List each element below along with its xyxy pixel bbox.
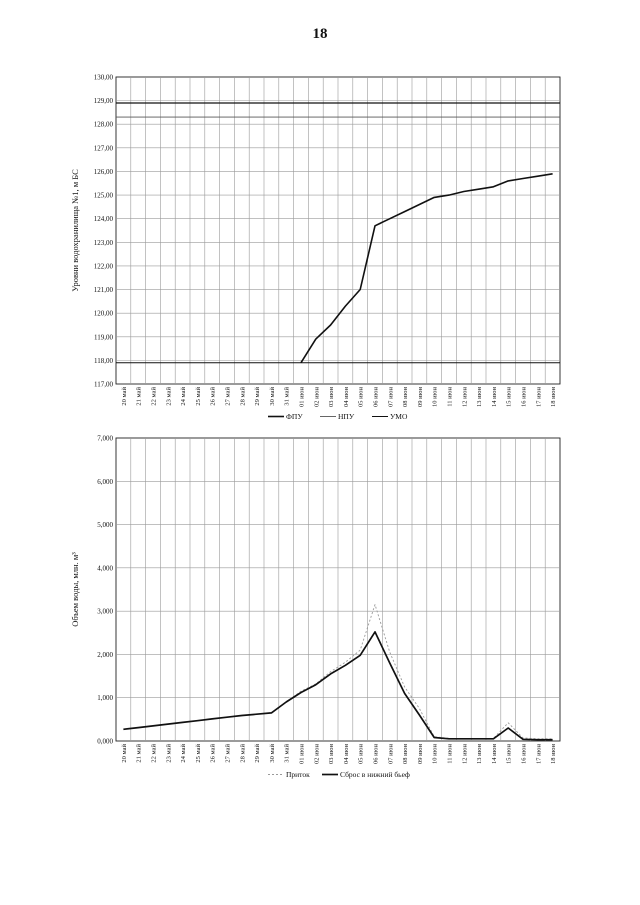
water-level-chart: 130,00 129,00 128,00 127,00 126,00 125,00 124,… [70, 74, 561, 421]
y-tick-label: 120,00 [94, 310, 114, 318]
x-tick-label: 29 май [254, 743, 261, 762]
x-tick-label: 03 июн [328, 743, 335, 763]
x-tick-label: 07 июн [387, 743, 394, 763]
x-tick-label: 06 июн [373, 743, 380, 763]
y-tick-label: 118,00 [94, 357, 113, 365]
x-tick-label: 10 июн [432, 386, 439, 406]
y-tick-label: 130,00 [94, 74, 114, 82]
y-tick-label: 124,00 [94, 215, 114, 223]
legend-label: Сброс в нижний бьеф [340, 770, 410, 779]
x-tick-label: 09 июн [417, 386, 424, 406]
y-tick-label: 119,00 [94, 333, 113, 341]
x-tick-label: 04 июн [343, 743, 350, 763]
y-tick-label: 117,00 [94, 381, 113, 389]
legend-label: Приток [286, 770, 310, 779]
x-tick-label: 24 май [180, 743, 187, 762]
x-tick-label: 12 июн [461, 386, 468, 406]
y-tick-label: 125,00 [94, 192, 114, 200]
x-tick-label: 14 июн [491, 743, 498, 763]
y-tick-label: 126,00 [94, 168, 114, 176]
page-number: 18 [312, 26, 328, 42]
x-tick-label: 21 май [136, 386, 143, 405]
x-tick-label: 07 июн [387, 386, 394, 406]
x-tick-label: 23 май [165, 386, 172, 405]
x-tick-label: 25 май [195, 386, 202, 405]
x-tick-label: 08 июн [402, 386, 409, 406]
x-tick-label: 09 июн [417, 743, 424, 763]
x-tick-label: 02 июн [313, 743, 320, 763]
y-tick-label: 5,000 [97, 521, 113, 529]
x-tick-label: 08 июн [402, 743, 409, 763]
x-tick-label: 02 июн [313, 386, 320, 406]
y-tick-label: 129,00 [94, 97, 114, 105]
x-tick-label: 10 июн [432, 743, 439, 763]
y-tick-label: 1,000 [97, 694, 113, 702]
x-tick-label: 03 июн [328, 386, 335, 406]
x-tick-label: 15 июн [506, 743, 513, 763]
y-tick-label: 4,000 [97, 564, 113, 572]
y-tick-label: 128,00 [94, 121, 114, 129]
x-tick-label: 06 июн [373, 386, 380, 406]
y-tick-label: 6,000 [97, 478, 113, 486]
x-tick-label: 27 май [225, 743, 232, 762]
x-tick-label: 30 май [269, 743, 276, 762]
x-tick-label: 11 июн [447, 386, 454, 406]
x-tick-label: 22 май [151, 743, 158, 762]
x-tick-label: 18 июн [550, 743, 557, 763]
x-tick-label: 13 июн [476, 743, 483, 763]
legend-label: УМО [390, 412, 408, 421]
x-tick-label: 05 июн [358, 743, 365, 763]
x-tick-label: 30 май [269, 386, 276, 405]
x-tick-label: 17 июн [535, 386, 542, 406]
x-tick-label: 18 июн [550, 386, 557, 406]
x-tick-label: 25 май [195, 743, 202, 762]
x-tick-label: 20 май [121, 743, 128, 762]
x-tick-label: 04 июн [343, 386, 350, 406]
y-tick-label: 3,000 [97, 608, 113, 616]
legend-label: НПУ [338, 412, 355, 421]
x-tick-label: 29 май [254, 386, 261, 405]
x-tick-label: 26 май [210, 743, 217, 762]
x-tick-label: 31 май [284, 743, 291, 762]
y-tick-label: 7,000 [97, 435, 113, 443]
x-tick-label: 27 май [225, 386, 232, 405]
x-tick-label: 12 июн [461, 743, 468, 763]
x-tick-label: 28 май [239, 743, 246, 762]
x-tick-label: 15 июн [506, 386, 513, 406]
water-volume-chart: 7,000 6,000 5,000 4,000 3,000 2,000 1,000 0,000… [70, 435, 561, 779]
x-tick-label: 01 июн [299, 386, 306, 406]
x-tick-label: 01 июн [299, 743, 306, 763]
y-axis-label: Объем воды, млн. м³ [70, 552, 80, 627]
x-tick-label: 14 июн [491, 386, 498, 406]
legend-label: ФПУ [286, 412, 303, 421]
x-tick-label: 17 июн [535, 743, 542, 763]
x-tick-label: 16 июн [521, 743, 528, 763]
x-tick-label: 24 май [180, 386, 187, 405]
x-tick-label: 13 июн [476, 386, 483, 406]
series-line-Сброс в нижний бьеф [123, 631, 553, 741]
y-tick-label: 123,00 [94, 239, 114, 247]
x-tick-label: 05 июн [358, 386, 365, 406]
y-axis-label: Уровни водохранилища №1, м БС [70, 169, 80, 292]
x-tick-label: 21 май [136, 743, 143, 762]
y-tick-label: 121,00 [94, 286, 114, 294]
series-line-ФПУ [300, 173, 553, 364]
x-tick-label: 26 май [210, 386, 217, 405]
x-tick-label: 28 май [239, 386, 246, 405]
x-tick-label: 31 май [284, 386, 291, 405]
x-tick-label: 22 май [151, 386, 158, 405]
y-tick-label: 0,000 [97, 738, 113, 746]
y-tick-label: 127,00 [94, 144, 114, 152]
y-tick-label: 2,000 [97, 651, 113, 659]
x-tick-label: 20 май [121, 386, 128, 405]
x-tick-label: 11 июн [447, 743, 454, 763]
x-tick-label: 23 май [165, 743, 172, 762]
x-tick-label: 16 июн [521, 386, 528, 406]
y-tick-label: 122,00 [94, 262, 114, 270]
